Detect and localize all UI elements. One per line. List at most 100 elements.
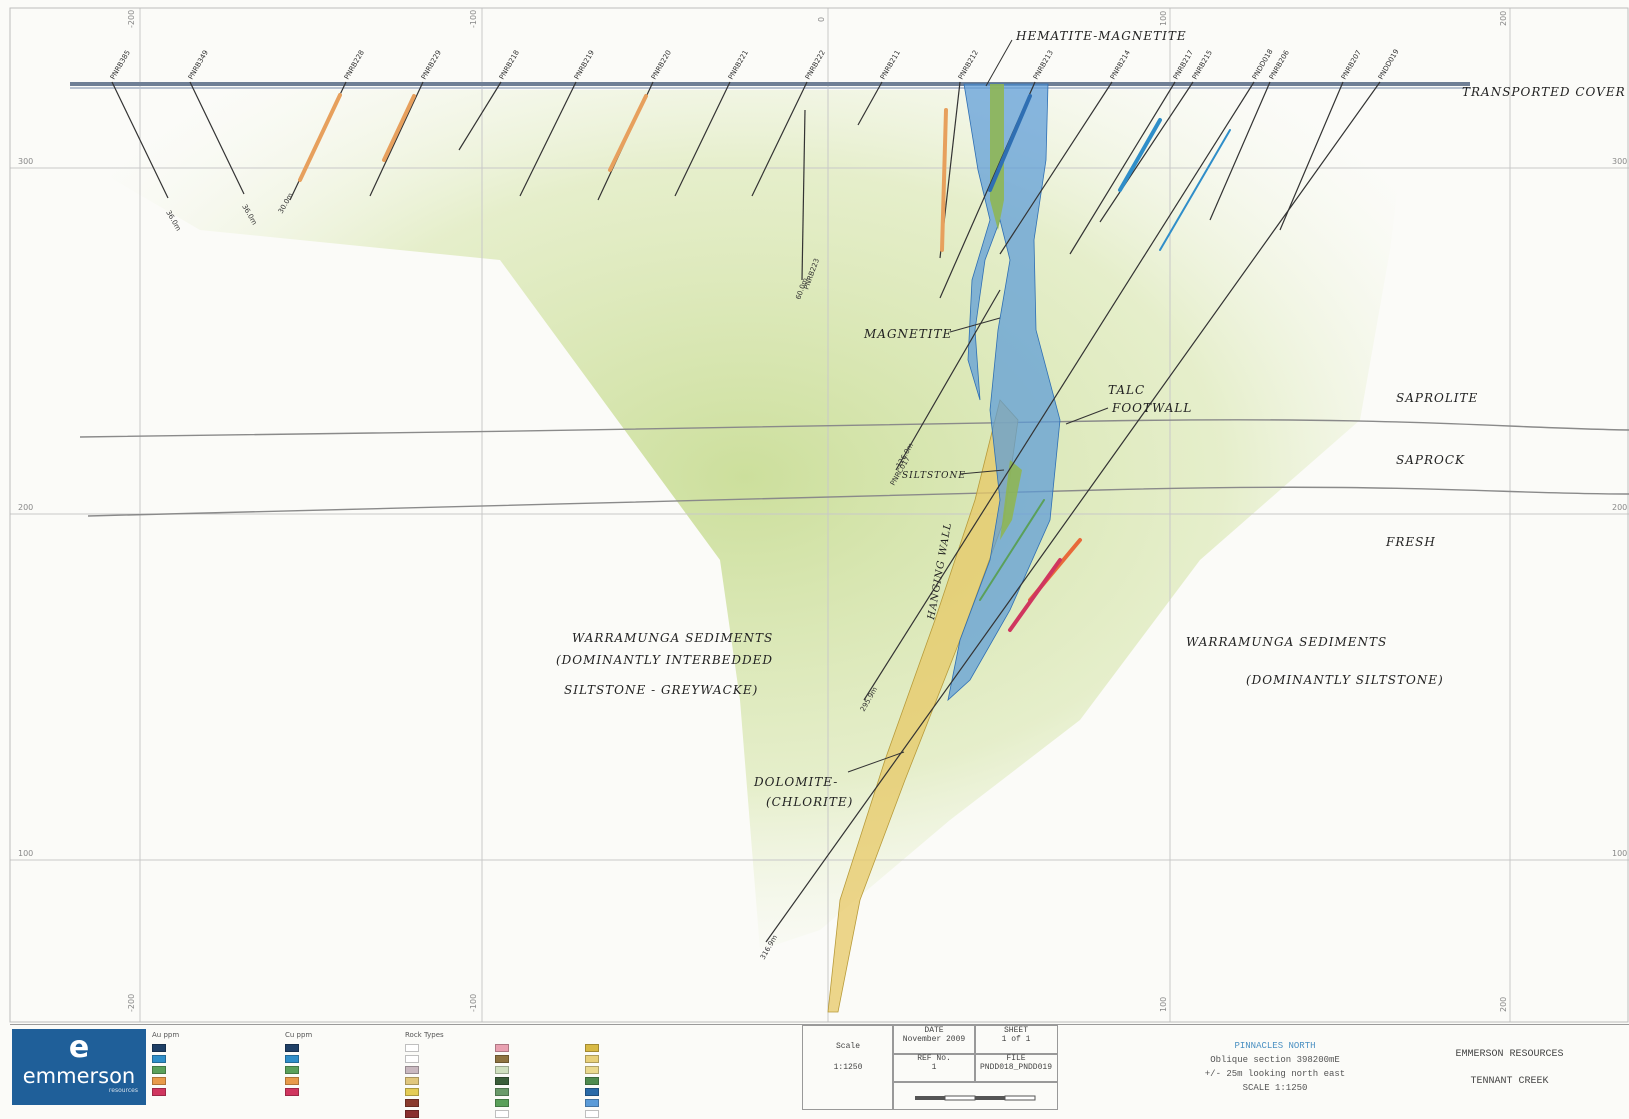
date-value: November 2009 xyxy=(902,1035,966,1044)
scale-value: 1:1250 xyxy=(833,1063,863,1072)
label-left-sediments-1: WARRAMUNGA SEDIMENTS xyxy=(572,631,773,645)
project-title: PINNACLES NORTH xyxy=(1234,1041,1316,1051)
label-talc: TALC xyxy=(1108,383,1145,397)
hole-label-5: PNRB218 xyxy=(498,49,521,81)
date-label: DATE xyxy=(924,1026,944,1035)
label-magnetite: MAGNETITE xyxy=(863,327,952,341)
grid-label-bottom-1: -200 xyxy=(127,994,136,1012)
hole-label-7: PNRB220 xyxy=(650,49,673,81)
ref-label: REF No. xyxy=(917,1054,951,1063)
legend-cu-swatch-3 xyxy=(285,1065,299,1074)
label-dolomite-2: (CHLORITE) xyxy=(766,795,853,809)
scale-bar-icon xyxy=(915,1095,1036,1101)
logo-sub: resources xyxy=(108,1087,138,1094)
legend-au-swatch-5 xyxy=(152,1087,166,1096)
legend-au-title: Au ppm xyxy=(152,1031,180,1039)
legend-au: Au ppm xyxy=(152,1031,179,1097)
sediment-wash xyxy=(80,90,1410,950)
logo-word: emmerson xyxy=(22,1064,136,1088)
hole-label-4: PNRB229 xyxy=(420,49,443,81)
sheet-label: SHEET xyxy=(1003,1026,1028,1035)
scale-label: Scale xyxy=(835,1042,860,1051)
label-right-sediments-1: WARRAMUNGA SEDIMENTS xyxy=(1186,635,1387,649)
grid-label-right-300: 300 xyxy=(1612,157,1627,166)
hole-label-19: PNDD019 xyxy=(1377,48,1401,81)
hand-annotations: HEMATITE-MAGNETITE TRANSPORTED COVER SAP… xyxy=(556,29,1626,809)
label-hematite-magnetite: HEMATITE-MAGNETITE xyxy=(1015,29,1187,43)
sheet-box: SHEET 1 of 1 xyxy=(974,1025,1058,1055)
grid-label-left-100: 100 xyxy=(18,849,33,858)
hole-label-2: PNRB349 xyxy=(187,49,210,81)
legend-lithology-title: Rock Types xyxy=(405,1031,444,1039)
siltstone-zone xyxy=(990,84,1022,540)
grid-label-bottom-4: 200 xyxy=(1499,997,1508,1012)
logo-mark-icon: e xyxy=(68,1030,90,1065)
project-desc-3: SCALE 1:1250 xyxy=(1242,1083,1308,1093)
magnetite-zone xyxy=(947,83,1061,702)
label-saprolite: SAPROLITE xyxy=(1396,391,1478,405)
drill-hole-traces xyxy=(111,81,1381,943)
assay-intervals xyxy=(298,93,1231,632)
hole-label-6: PNRB219 xyxy=(573,49,596,81)
scale-box: Scale 1:1250 xyxy=(802,1025,894,1110)
label-transported-cover: TRANSPORTED COVER xyxy=(1462,85,1626,99)
grid-labels: -200 -100 0 100 200 -200 -100 100 200 30… xyxy=(18,10,1627,1012)
grid-label-top-4: 100 xyxy=(1159,11,1168,26)
hole-label-12: PNRB213 xyxy=(1032,49,1055,81)
legend-au-swatch-3 xyxy=(152,1065,166,1074)
label-left-sediments-3: SILTSTONE - GREYWACKE) xyxy=(564,683,758,697)
title-block: e emmerson resources Au ppm Cu ppm Rock … xyxy=(10,1024,1629,1118)
label-left-sediments-2: (DOMINANTLY INTERBEDDED xyxy=(556,653,773,667)
legend-au-swatch-2 xyxy=(152,1054,166,1063)
client-name: EMMERSON RESOURCES xyxy=(1455,1049,1564,1060)
legend-cu: Cu ppm xyxy=(285,1031,312,1097)
sheet-value: 1 of 1 xyxy=(1001,1035,1031,1044)
grid-label-left-300: 300 xyxy=(18,157,33,166)
hole-label-1: PNRB385 xyxy=(109,49,132,81)
label-footwall: FOOTWALL xyxy=(1111,401,1192,415)
legend-cu-swatch-1 xyxy=(285,1043,299,1052)
date-box: DATE November 2009 xyxy=(892,1025,976,1055)
legend-au-swatch-4 xyxy=(152,1076,166,1085)
project-desc-2: +/- 25m looking north east xyxy=(1204,1069,1346,1079)
project-desc-1: Oblique section 398200mE xyxy=(1210,1055,1340,1065)
scale-bar-box xyxy=(892,1081,1058,1110)
label-right-sediments-2: (DOMINANTLY SILTSTONE) xyxy=(1246,673,1444,687)
legend-cu-swatch-2 xyxy=(285,1054,299,1063)
emmerson-logo: e emmerson resources xyxy=(12,1029,146,1105)
legend-lithology: Rock Types xyxy=(405,1031,605,1119)
grid-label-top-5: 200 xyxy=(1499,11,1508,26)
legend-au-swatch-1 xyxy=(152,1043,166,1052)
label-saprock: SAPROCK xyxy=(1396,453,1465,467)
file-label: FILE xyxy=(1006,1054,1026,1063)
legend-cu-title: Cu ppm xyxy=(285,1031,313,1039)
file-box: FILE PNDD018_PNDD019 xyxy=(974,1053,1058,1083)
hole-label-8: PNRB221 xyxy=(727,49,750,81)
label-dolomite-1: DOLOMITE- xyxy=(753,775,838,789)
hole-label-18: PNRB207 xyxy=(1340,49,1363,81)
label-siltstone: SILTSTONE xyxy=(902,471,966,481)
grid-label-top-3: 0 xyxy=(817,17,826,22)
grid-label-left-200: 200 xyxy=(18,503,33,512)
grid-label-top-2: -100 xyxy=(469,10,478,28)
legend-cu-swatch-4 xyxy=(285,1076,299,1085)
grid-label-bottom-3: 100 xyxy=(1159,997,1168,1012)
grid-label-right-200: 200 xyxy=(1612,503,1627,512)
legend-cu-swatch-5 xyxy=(285,1087,299,1096)
project-block: PINNACLES NORTH Oblique section 398200mE… xyxy=(1160,1025,1390,1109)
hole-label-3: PNRB228 xyxy=(343,49,366,81)
ref-value: 1 xyxy=(931,1063,937,1072)
ref-box: REF No. 1 xyxy=(892,1053,976,1083)
grid-label-top-1: -200 xyxy=(127,10,136,28)
hole-label-13: PNRB214 xyxy=(1109,48,1132,81)
hole-label-11: PNRB212 xyxy=(957,49,980,81)
hole-label-10: PNRB211 xyxy=(879,49,902,81)
grid-label-right-100: 100 xyxy=(1612,849,1627,858)
client-block: EMMERSON RESOURCES TENNANT CREEK xyxy=(1390,1025,1629,1109)
client-location: TENNANT CREEK xyxy=(1470,1076,1549,1087)
grid-label-bottom-2: -100 xyxy=(469,994,478,1012)
file-value: PNDD018_PNDD019 xyxy=(979,1063,1052,1072)
label-fresh: FRESH xyxy=(1385,535,1436,549)
hole-label-9: PNRB222 xyxy=(804,49,827,81)
